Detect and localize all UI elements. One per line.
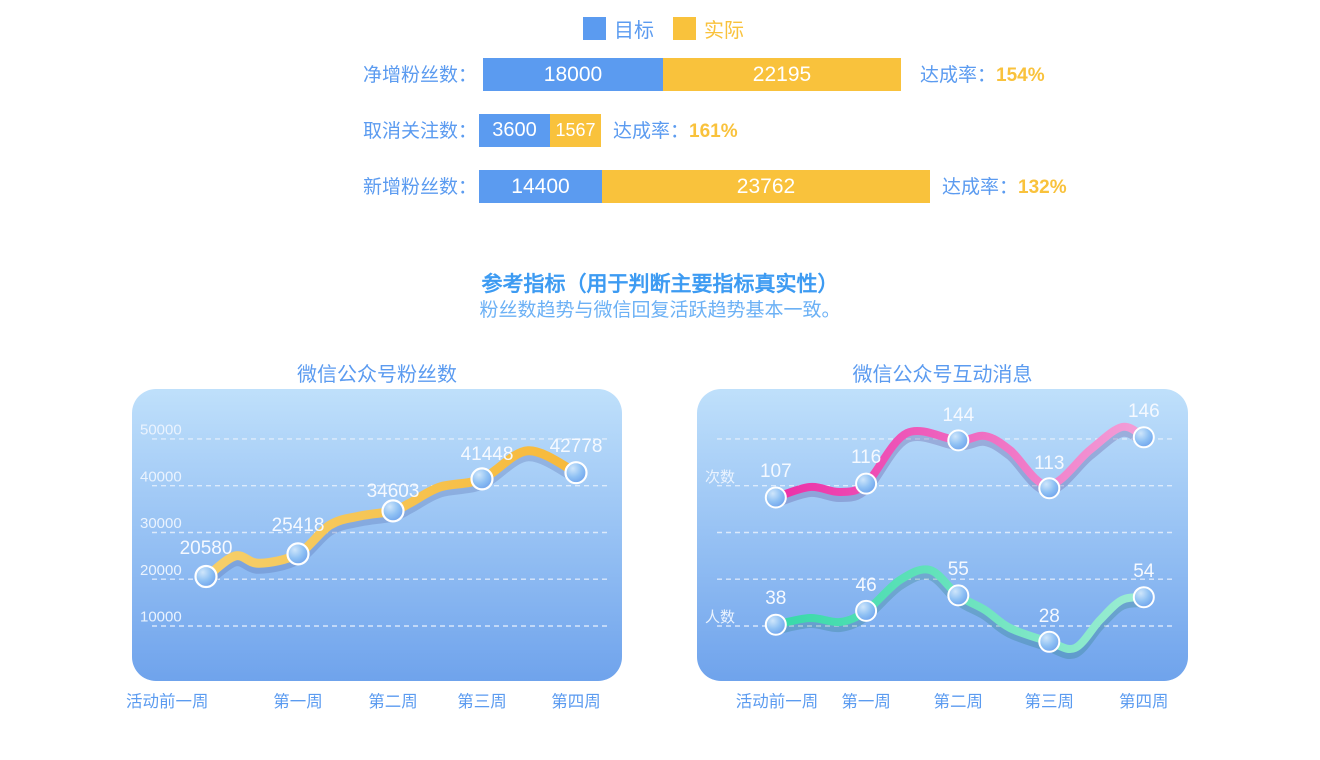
svg-text:25418: 25418 xyxy=(272,515,325,536)
svg-text:34603: 34603 xyxy=(367,481,420,502)
svg-text:人数: 人数 xyxy=(705,609,735,626)
svg-text:50000: 50000 xyxy=(140,422,182,439)
svg-text:30000: 30000 xyxy=(140,515,182,532)
svg-text:146: 146 xyxy=(1128,401,1160,422)
svg-text:41448: 41448 xyxy=(461,444,514,465)
svg-text:54: 54 xyxy=(1133,561,1155,582)
svg-text:144: 144 xyxy=(942,405,974,426)
svg-text:28: 28 xyxy=(1039,606,1060,627)
svg-text:38: 38 xyxy=(765,588,786,609)
svg-text:次数: 次数 xyxy=(705,469,735,486)
svg-text:116: 116 xyxy=(851,447,881,468)
svg-text:55: 55 xyxy=(948,559,969,580)
svg-text:46: 46 xyxy=(856,575,877,596)
svg-text:42778: 42778 xyxy=(550,436,603,457)
svg-text:20580: 20580 xyxy=(180,538,233,559)
svg-text:40000: 40000 xyxy=(140,468,182,485)
svg-text:20000: 20000 xyxy=(140,562,182,579)
svg-text:113: 113 xyxy=(1034,453,1064,474)
svg-text:10000: 10000 xyxy=(140,609,182,626)
svg-text:107: 107 xyxy=(760,461,792,482)
